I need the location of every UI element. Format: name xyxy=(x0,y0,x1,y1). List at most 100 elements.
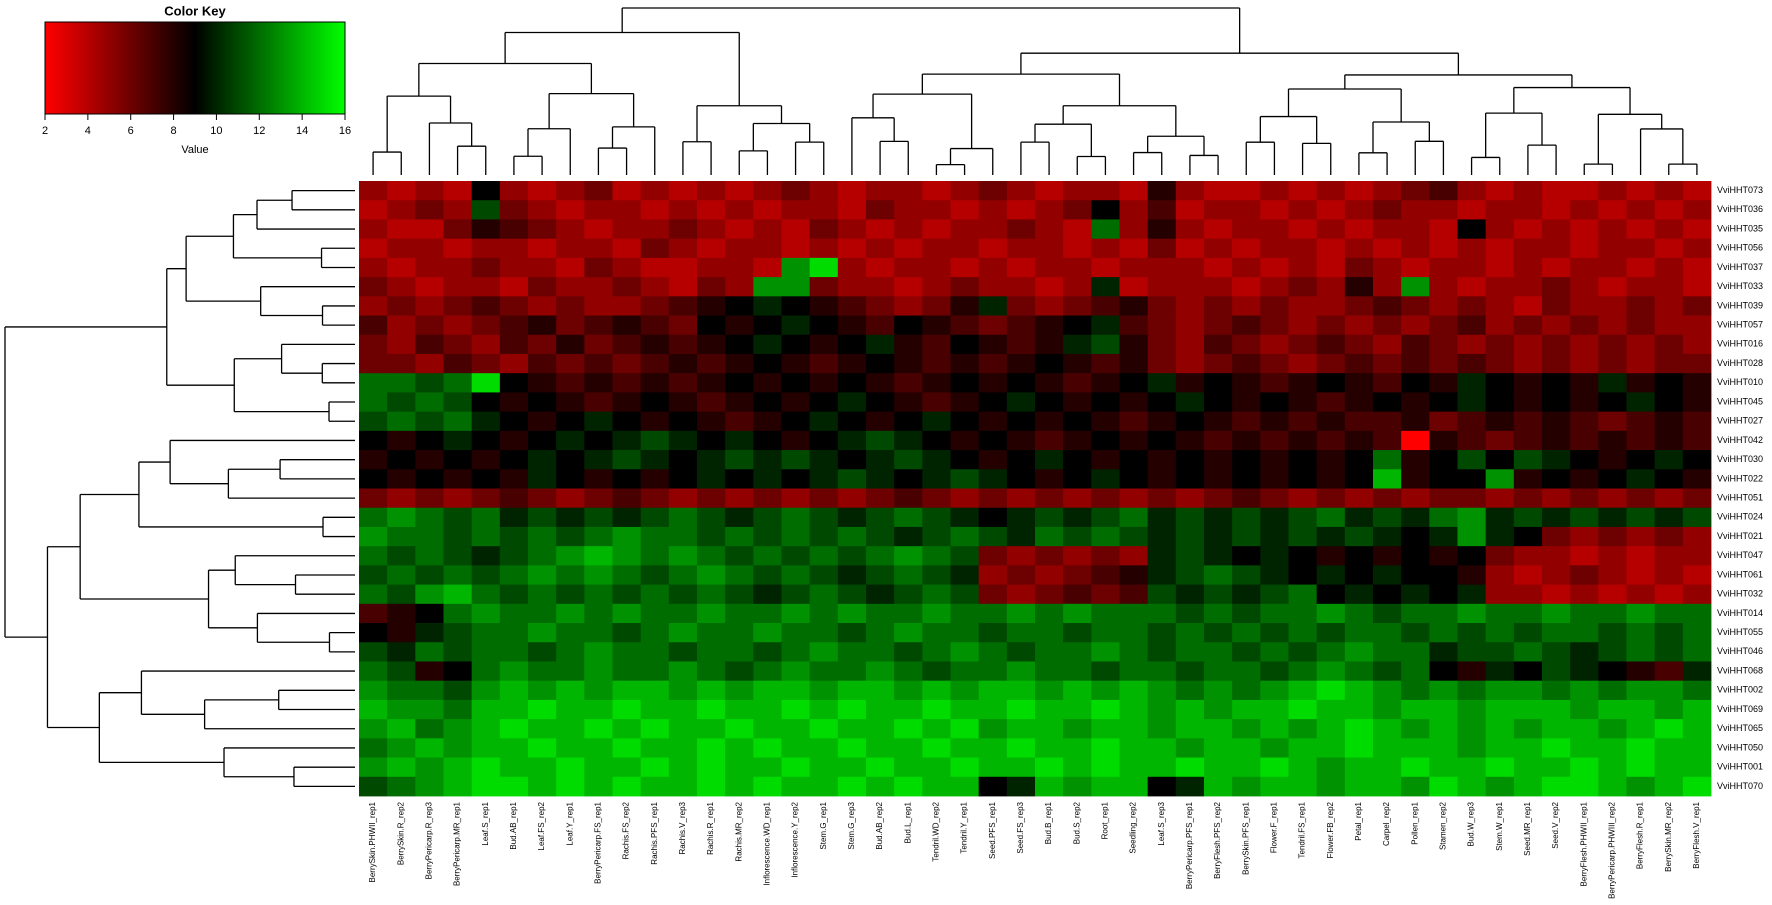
heatmap-cell xyxy=(950,680,980,701)
heatmap-cell xyxy=(837,373,867,393)
heatmap-cell xyxy=(1542,680,1571,701)
heatmap-cell xyxy=(1316,334,1346,355)
heatmap-cell xyxy=(1063,469,1092,489)
heatmap-cell xyxy=(725,181,754,201)
heatmap-cell xyxy=(1006,469,1036,489)
heatmap-cell xyxy=(1457,315,1487,336)
heatmap-cell xyxy=(415,584,444,605)
heatmap-cell xyxy=(1457,373,1487,393)
heatmap-cell xyxy=(556,257,585,278)
heatmap-cell xyxy=(640,200,670,220)
heatmap-cell xyxy=(612,507,642,528)
heatmap-cell xyxy=(1119,661,1149,682)
row-label: VviHHT046 xyxy=(1717,646,1763,656)
heatmap-cell xyxy=(1204,430,1233,451)
heatmap-cell xyxy=(837,450,867,470)
heatmap-cell xyxy=(1260,334,1289,355)
heatmap-cell xyxy=(781,315,811,336)
heatmap-cell xyxy=(1598,200,1627,220)
heatmap-cell xyxy=(1204,623,1233,643)
heatmap-cell xyxy=(1626,469,1656,489)
heatmap-cell xyxy=(415,699,444,720)
heatmap-cell xyxy=(528,257,557,278)
heatmap-cell xyxy=(1513,719,1543,739)
heatmap-cell xyxy=(1457,200,1487,220)
heatmap-cell xyxy=(1316,353,1346,374)
heatmap-cell xyxy=(725,623,754,643)
heatmap-cell xyxy=(1316,257,1346,278)
heatmap-cell xyxy=(950,450,980,470)
heatmap-cell xyxy=(1035,450,1064,470)
heatmap-cell xyxy=(837,699,867,720)
heatmap-cell xyxy=(1288,488,1318,509)
heatmap-cell xyxy=(978,738,1008,758)
heatmap-cell xyxy=(1260,296,1289,316)
heatmap-cell xyxy=(1682,373,1712,393)
heatmap-cell xyxy=(443,776,473,797)
heatmap-cell xyxy=(1119,584,1149,605)
heatmap-cell xyxy=(1204,334,1233,355)
heatmap-cell xyxy=(1570,738,1599,758)
heatmap-cell xyxy=(922,373,951,393)
heatmap-cell xyxy=(1316,526,1346,547)
heatmap-cell xyxy=(894,776,923,797)
heatmap-cell xyxy=(837,257,867,278)
heatmap-cell xyxy=(1147,392,1177,413)
heatmap-cell xyxy=(1288,584,1318,605)
heatmap-cell xyxy=(978,373,1008,393)
heatmap-cell xyxy=(499,661,529,682)
column-label: Carpel_rep2 xyxy=(1382,801,1391,846)
column-label: Leaf.S_rep1 xyxy=(481,801,490,845)
heatmap-cell xyxy=(1232,488,1261,509)
heatmap-cell xyxy=(753,392,782,413)
heatmap-cell xyxy=(725,257,754,278)
heatmap-cell xyxy=(1682,680,1712,701)
heatmap-cell xyxy=(1091,680,1120,701)
heatmap-cell xyxy=(894,353,923,374)
heatmap-cell xyxy=(1260,373,1289,393)
heatmap-cell xyxy=(556,334,585,355)
heatmap-cell xyxy=(753,296,782,316)
heatmap-cell xyxy=(1542,257,1571,278)
heatmap-cell xyxy=(753,738,782,758)
heatmap-cell xyxy=(1119,430,1149,451)
heatmap-cell xyxy=(1175,584,1205,605)
heatmap-cell xyxy=(359,373,388,393)
key-tick-label: 4 xyxy=(85,125,91,137)
heatmap-cell xyxy=(640,776,670,797)
heatmap-cell xyxy=(1682,526,1712,547)
heatmap-cell xyxy=(668,200,698,220)
heatmap-cell xyxy=(1147,719,1177,739)
heatmap-cell xyxy=(781,565,811,585)
heatmap-cell xyxy=(1373,200,1402,220)
heatmap-cell xyxy=(781,450,811,470)
heatmap-cell xyxy=(1063,181,1092,201)
column-label: BerrySkin.PHWII_rep1 xyxy=(368,801,377,882)
heatmap-cell xyxy=(837,334,867,355)
heatmap-cell xyxy=(753,238,782,259)
heatmap-cell xyxy=(866,238,895,259)
heatmap-cell xyxy=(978,450,1008,470)
heatmap-cell xyxy=(1626,526,1656,547)
heatmap-cell xyxy=(697,277,726,297)
heatmap-cell xyxy=(359,430,388,451)
heatmap-cell xyxy=(753,469,782,489)
heatmap-cell xyxy=(781,296,811,316)
heatmap-cell xyxy=(528,277,557,297)
heatmap-cell xyxy=(809,584,839,605)
heatmap-cell xyxy=(1429,565,1458,585)
heatmap-cell xyxy=(1598,546,1627,566)
heatmap-cell xyxy=(1654,526,1684,547)
heatmap-cell xyxy=(1626,680,1656,701)
heatmap-cell xyxy=(528,680,557,701)
heatmap-cell xyxy=(668,411,698,432)
heatmap-cell xyxy=(1288,603,1318,624)
column-label: Stem.W_rep1 xyxy=(1495,801,1504,850)
heatmap-cell xyxy=(1682,392,1712,413)
heatmap-cell xyxy=(697,315,726,336)
heatmap-cell xyxy=(753,334,782,355)
heatmap-cell xyxy=(640,238,670,259)
heatmap-cell xyxy=(753,430,782,451)
heatmap-cell xyxy=(1513,411,1543,432)
